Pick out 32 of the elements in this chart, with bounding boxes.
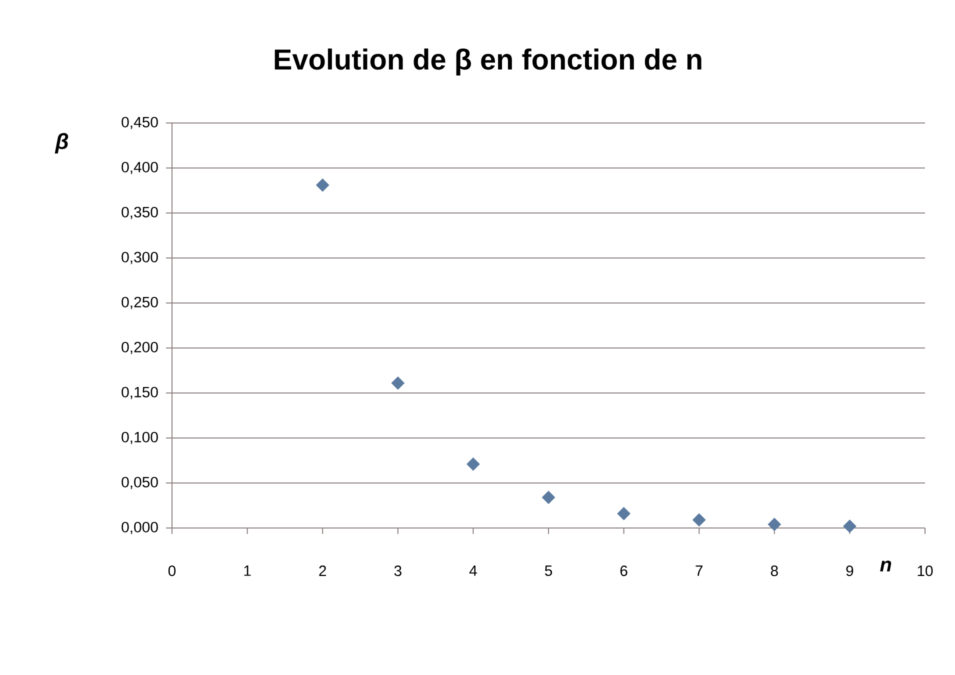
y-tick-label: 0,100: [122, 432, 158, 444]
x-tick-label: 1: [244, 566, 251, 576]
y-tick-label: 0,400: [122, 162, 158, 174]
y-tick-label: 0,050: [122, 476, 158, 490]
point: [316, 178, 330, 192]
y-tick-label: 0,300: [122, 252, 158, 264]
point: [768, 518, 782, 532]
x-tick-label: 9: [846, 566, 854, 576]
x-tick-label: 0: [168, 566, 176, 576]
x-tick-label: 2: [319, 566, 326, 576]
y-tick-label: 0,350: [122, 206, 158, 220]
y-tick-label: 0,000: [122, 522, 158, 534]
y-tick-label: 0,250: [122, 296, 158, 310]
x-tick-label: 6: [620, 566, 628, 576]
x-tick-label: 7: [696, 566, 703, 576]
y-tick-label: 0,450: [122, 116, 158, 130]
point: [617, 506, 631, 520]
point: [843, 519, 856, 533]
y-tick-label: 0,200: [122, 342, 158, 354]
x-tick-label: 3: [394, 566, 402, 576]
x-axis-title: n: [880, 560, 892, 572]
x-tick-label: 8: [770, 566, 778, 576]
chart-title: Evolution de β en fonction de n: [274, 48, 702, 76]
x-tick-label: 5: [544, 566, 552, 576]
x-tick-label: 10: [918, 566, 933, 576]
point: [542, 490, 556, 504]
y-tick-label: 0,150: [122, 386, 158, 400]
point: [391, 376, 405, 390]
y-axis-title: β: [54, 133, 68, 154]
x-tick-label: 4: [469, 566, 477, 576]
point: [692, 513, 706, 527]
point: [466, 457, 480, 471]
